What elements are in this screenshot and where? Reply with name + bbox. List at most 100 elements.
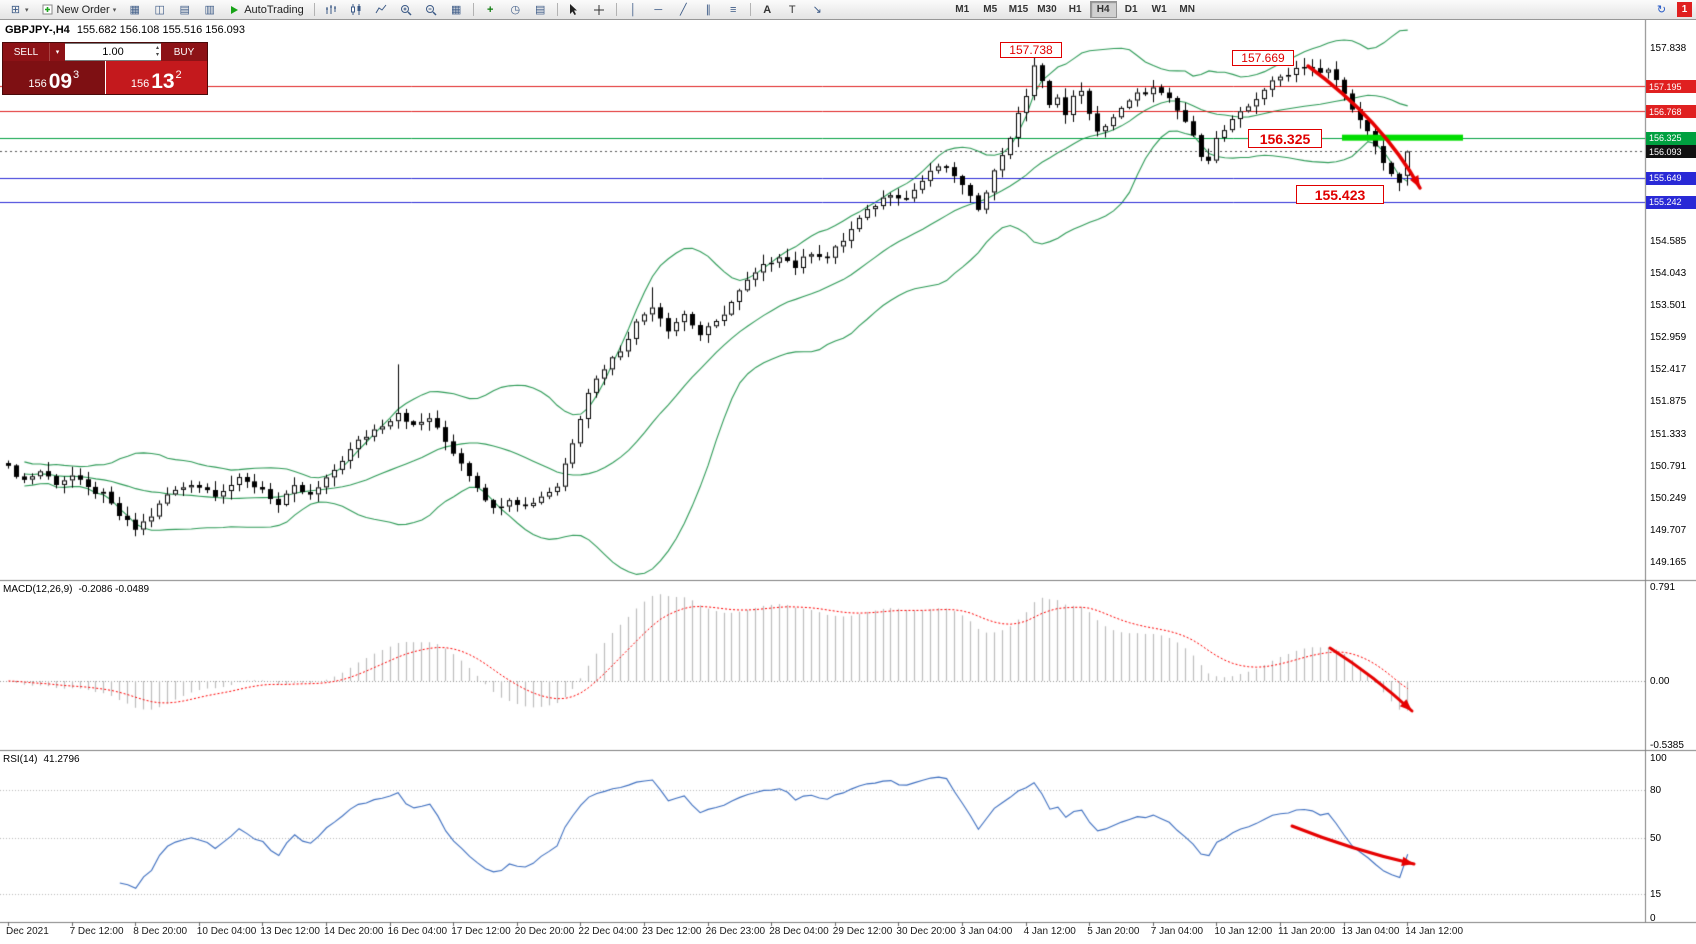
autotrading-label: AutoTrading	[244, 3, 304, 16]
zoom-out-icon[interactable]	[420, 2, 443, 18]
price-axis-label: 150.791	[1650, 460, 1687, 472]
ask-price-button[interactable]: 156 13 2	[105, 61, 207, 94]
date-label: 22 Dec 04:00	[578, 926, 638, 937]
annotation-price-157669[interactable]: 157.669	[1232, 50, 1294, 66]
data-window-icon[interactable]: ◫	[154, 3, 165, 16]
volume-value: 1.00	[102, 46, 124, 58]
tf-button-H4[interactable]: H4	[1089, 1, 1117, 18]
date-label: 7 Jan 04:00	[1150, 926, 1204, 937]
date-label: 3 Jan 04:00	[960, 926, 1013, 937]
line-chart-icon[interactable]	[370, 2, 393, 18]
ask-figure: 156	[130, 78, 150, 90]
toolbar: ⊞ ▾ New Order ▾ ▦ ◫ ▤ ▥ AutoTrading ▦ + …	[0, 0, 1696, 20]
date-label: 5 Jan 20:00	[1087, 926, 1140, 937]
price-axis-label: 149.165	[1650, 557, 1687, 569]
price-axis-label: 149.707	[1650, 524, 1687, 536]
date-label: 17 Dec 12:00	[451, 926, 511, 937]
tf-button-MN[interactable]: MN	[1179, 4, 1195, 15]
spinner-down-icon[interactable]: ▾	[155, 52, 159, 58]
date-label: 7 Dec 12:00	[69, 926, 124, 937]
indicators-icon[interactable]: +	[487, 3, 494, 16]
buy-button[interactable]: BUY	[161, 43, 207, 61]
zoom-in-icon[interactable]	[395, 2, 418, 18]
horizontal-line-icon[interactable]: ─	[654, 3, 663, 16]
new-order-button[interactable]: New Order ▾	[36, 0, 122, 19]
arrows-tool-icon[interactable]: ↘	[812, 3, 822, 16]
autotrading-button[interactable]: AutoTrading	[223, 0, 309, 19]
refresh-icon[interactable]: ↻	[1656, 3, 1667, 16]
price-tag-156.768: 156.768	[1646, 105, 1696, 119]
trendline-icon[interactable]: ╱	[679, 3, 687, 16]
price-axis-label: 157.838	[1650, 43, 1687, 54]
notification-badge[interactable]: 1	[1677, 2, 1692, 17]
date-label: 14 Jan 12:00	[1405, 926, 1464, 937]
price-axis-label: 151.875	[1650, 396, 1687, 408]
price-tag-155.649: 155.649	[1646, 171, 1696, 185]
toolbar-separator	[556, 3, 558, 16]
rsi-value: 41.2796	[43, 754, 80, 765]
chart-title: GBPJPY-,H4 155.682 156.108 155.516 156.09…	[5, 24, 245, 36]
candlestick-chart-icon[interactable]	[345, 2, 368, 18]
spinner-up-icon[interactable]: ▴	[155, 45, 159, 51]
date-label: 20 Dec 20:00	[514, 926, 575, 937]
annotation-price-157738[interactable]: 157.738	[1000, 42, 1062, 58]
new-order-icon	[41, 3, 54, 17]
new-chart-icon: ⊞	[10, 3, 21, 16]
ask-pips: 13	[151, 70, 175, 93]
navigator-icon[interactable]: ▤	[179, 3, 190, 16]
bid-figure: 156	[28, 78, 47, 90]
terminal-icon[interactable]: ▥	[204, 3, 215, 16]
toolbar-right-group: ↻ 1	[1650, 2, 1692, 18]
tf-button-D1[interactable]: D1	[1124, 4, 1138, 15]
price-axis-label: 154.585	[1650, 235, 1687, 247]
ask-point: 2	[175, 69, 182, 81]
price-axis-label: 152.959	[1650, 332, 1687, 344]
date-label: 26 Dec 23:00	[705, 926, 766, 937]
price-axis-label: 152.417	[1650, 364, 1687, 376]
annotation-price-156325[interactable]: 156.325	[1248, 129, 1322, 148]
price-axis-label: 154.043	[1650, 267, 1687, 279]
bid-price-button[interactable]: 156 09 3	[3, 61, 105, 94]
bar-chart-icon[interactable]	[320, 2, 343, 18]
tf-button-W1[interactable]: W1	[1151, 4, 1167, 15]
market-watch-icon[interactable]: ▦	[129, 3, 140, 16]
periods-icon[interactable]: ◷	[510, 3, 521, 16]
date-label: 10 Dec 04:00	[196, 926, 257, 937]
tile-windows-icon[interactable]: ▦	[451, 3, 462, 16]
ohlc-values: 155.682 156.108 155.516 156.093	[76, 24, 246, 36]
timeframe-toolbar: M1 M5 M15 M30 H1 H4 D1 W1 MN	[949, 1, 1201, 18]
rsi-label: RSI(14) 41.2796	[3, 754, 86, 765]
macd-name: MACD(12,26,9)	[3, 584, 73, 595]
vertical-line-icon[interactable]: │	[629, 3, 637, 16]
sell-button[interactable]: SELL	[3, 43, 49, 61]
macd-label: MACD(12,26,9) -0.2086 -0.0489	[3, 584, 155, 595]
tf-button-M15[interactable]: M15	[1008, 4, 1029, 15]
new-chart-button[interactable]: ⊞ ▾	[4, 0, 34, 19]
tf-button-M5[interactable]: M5	[983, 4, 998, 15]
chart-canvas[interactable]	[0, 20, 1696, 944]
templates-icon[interactable]: ▤	[535, 3, 546, 16]
volume-input[interactable]: 1.00 ▴ ▾	[65, 43, 161, 61]
tf-button-H1[interactable]: H1	[1068, 4, 1082, 15]
text-icon[interactable]: A	[763, 3, 772, 16]
date-label: 11 Jan 20:00	[1278, 926, 1336, 937]
annotation-price-155423[interactable]: 155.423	[1296, 185, 1384, 204]
tf-button-M1[interactable]: M1	[955, 4, 970, 15]
crosshair-icon[interactable]	[588, 2, 611, 18]
price-tag-156.325: 156.325	[1646, 131, 1696, 145]
rsi-axis-label: 0	[1650, 913, 1656, 924]
price-tag-155.242: 155.242	[1646, 195, 1696, 209]
chevron-down-icon: ▾	[112, 6, 117, 14]
text-label-icon[interactable]: T	[788, 3, 796, 16]
rsi-axis-label: 50	[1650, 833, 1662, 844]
toolbar-separator	[615, 3, 617, 16]
bid-point: 3	[73, 69, 80, 81]
volume-spinner[interactable]: ▴ ▾	[156, 45, 159, 59]
sell-options-dropdown[interactable]: ▾	[49, 43, 65, 61]
cursor-icon[interactable]	[563, 2, 586, 18]
fibonacci-icon[interactable]: ≡	[730, 3, 737, 16]
toolbar-separator	[313, 3, 315, 16]
toolbar-separator	[472, 3, 474, 16]
tf-button-M30[interactable]: M30	[1037, 4, 1057, 15]
equidistant-channel-icon[interactable]: ∥	[705, 3, 712, 16]
